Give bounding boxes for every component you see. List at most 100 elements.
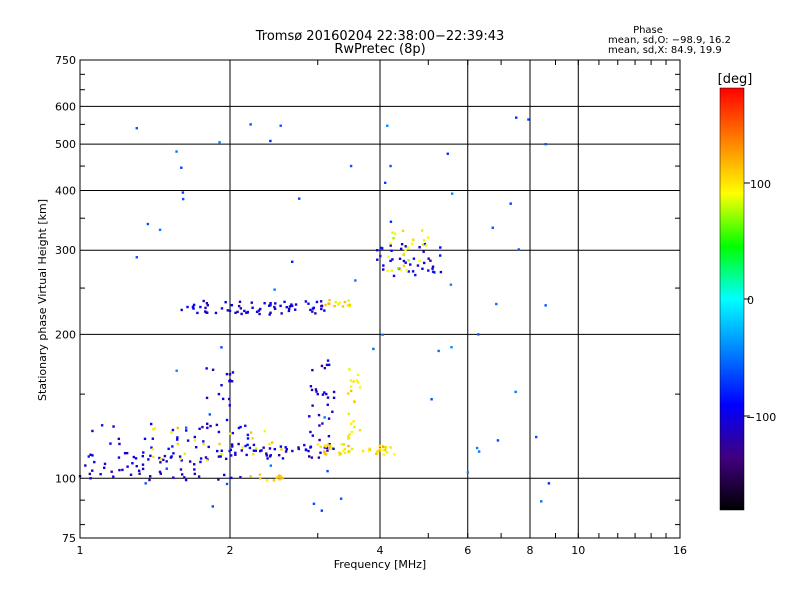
echo-point xyxy=(211,368,215,372)
echo-point xyxy=(309,445,313,448)
echo-point xyxy=(257,309,261,312)
echo-point xyxy=(318,424,321,427)
echo-point xyxy=(422,250,425,253)
echo-point xyxy=(171,445,174,448)
echo-point xyxy=(176,442,180,446)
y-tick-label: 300 xyxy=(55,244,76,257)
echo-point xyxy=(389,220,393,223)
echo-point xyxy=(496,439,500,442)
echo-point xyxy=(466,471,470,474)
x-tick-label: 10 xyxy=(571,544,585,557)
echo-point xyxy=(278,478,281,481)
echo-point xyxy=(326,396,330,399)
echo-point xyxy=(427,257,430,260)
y-tick-label: 400 xyxy=(55,184,76,197)
echo-point xyxy=(89,453,92,456)
echo-point xyxy=(405,269,409,272)
echo-point xyxy=(349,385,353,388)
echo-point xyxy=(382,445,385,449)
echo-point xyxy=(181,191,185,194)
echo-point xyxy=(273,305,276,309)
echo-point xyxy=(158,228,162,232)
echo-point xyxy=(99,472,102,476)
echo-point xyxy=(239,425,242,429)
echo-point xyxy=(199,305,202,309)
echo-point xyxy=(91,469,94,472)
echo-point xyxy=(191,306,195,309)
echo-point xyxy=(316,392,319,396)
echo-point xyxy=(248,446,252,450)
echo-point xyxy=(246,443,249,447)
echo-point xyxy=(215,423,219,427)
echo-point xyxy=(279,475,282,479)
echo-point xyxy=(84,464,87,467)
echo-point xyxy=(279,124,282,127)
echo-point xyxy=(197,475,201,478)
echo-point xyxy=(329,444,332,447)
echo-point xyxy=(159,472,162,475)
echo-point xyxy=(172,476,175,479)
echo-point xyxy=(153,427,157,430)
echo-point xyxy=(227,397,231,401)
echo-point xyxy=(125,451,129,455)
echo-point xyxy=(88,472,92,476)
echo-point xyxy=(320,307,323,311)
echo-point xyxy=(244,424,247,427)
echo-point xyxy=(263,429,267,433)
echo-point xyxy=(218,141,221,144)
echo-point xyxy=(544,304,547,307)
echo-point xyxy=(356,381,360,384)
echo-point xyxy=(183,476,186,479)
echo-point xyxy=(228,373,232,376)
echo-point xyxy=(307,449,310,453)
echo-point xyxy=(134,457,138,460)
echo-point xyxy=(325,363,329,367)
echo-point xyxy=(206,304,210,307)
stats-o-mode: mean, sd,O: −98.9, 16.2 xyxy=(608,35,731,46)
echo-point xyxy=(269,464,273,467)
echo-point xyxy=(349,389,353,393)
echo-point xyxy=(421,243,425,246)
echo-point xyxy=(323,366,327,370)
echo-point xyxy=(245,311,248,315)
echo-point xyxy=(181,197,185,201)
echo-point xyxy=(290,304,294,308)
echo-point xyxy=(268,313,271,316)
echo-point xyxy=(118,442,121,446)
echo-point xyxy=(332,396,336,400)
echo-point xyxy=(267,304,271,307)
echo-point xyxy=(132,455,136,459)
echo-point xyxy=(91,454,94,457)
echo-point xyxy=(380,246,383,250)
echo-point xyxy=(420,229,424,232)
echo-point xyxy=(265,452,268,455)
echo-point xyxy=(228,449,231,453)
echo-point xyxy=(321,422,324,425)
x-tick-label: 16 xyxy=(673,544,687,557)
echo-point xyxy=(89,477,92,480)
echo-point xyxy=(141,463,145,466)
plot-frame xyxy=(79,59,681,539)
echo-point xyxy=(304,300,308,303)
echo-point xyxy=(393,453,396,456)
echo-point xyxy=(142,451,145,454)
echo-point xyxy=(179,457,182,461)
echo-point xyxy=(334,300,337,304)
echo-point xyxy=(186,305,189,309)
echo-point xyxy=(325,392,328,396)
colorbar-tick-label: 0 xyxy=(747,294,754,307)
y-tick-label: 75 xyxy=(62,532,76,545)
echo-point xyxy=(381,333,384,336)
echo-point xyxy=(246,311,249,314)
echo-point xyxy=(237,442,240,446)
echo-point xyxy=(338,453,341,456)
echo-point xyxy=(328,302,331,305)
echo-point xyxy=(220,449,223,453)
echo-point xyxy=(416,264,420,267)
echo-point xyxy=(138,472,141,475)
echo-point xyxy=(209,424,212,428)
echo-point xyxy=(392,236,395,240)
echo-point xyxy=(277,475,280,478)
echo-point xyxy=(217,392,221,396)
